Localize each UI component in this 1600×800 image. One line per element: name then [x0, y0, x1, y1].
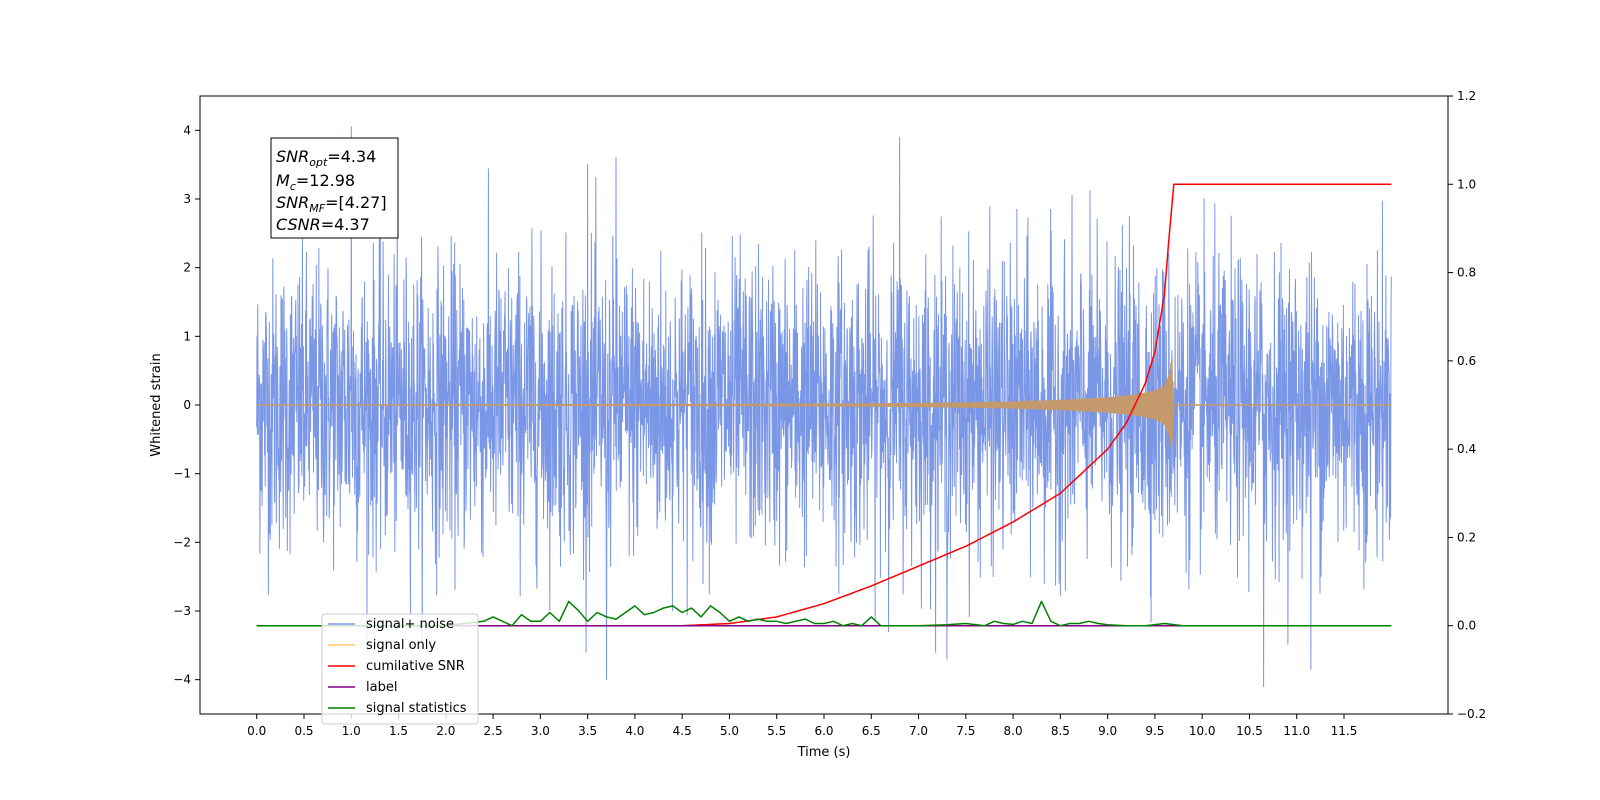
x-tick-label: 5.5 [767, 724, 786, 738]
y2-tick-label: 0.4 [1457, 442, 1476, 456]
x-tick-label: 3.0 [531, 724, 550, 738]
y-tick-label: 0 [183, 398, 191, 412]
stats-annotation-box: SNRopt=4.34 Mc=12.98 SNRMF=[4.27] CSNR=4… [270, 137, 399, 239]
y-tick-label: 3 [183, 192, 191, 206]
x-tick-label: 0.0 [247, 724, 266, 738]
x-axis: 0.0 0.5 1.0 1.5 2.0 2.5 3.0 3.5 4.0 4.5 5.0 5.5 6.0 6… [247, 714, 1357, 738]
x-tick-label: 0.5 [294, 724, 313, 738]
x-tick-label: 6.5 [862, 724, 881, 738]
x-tick-label: 9.0 [1098, 724, 1117, 738]
y-tick-label: 4 [183, 123, 191, 137]
y-tick-label: 2 [183, 261, 191, 275]
annotation-csnr: CSNR=4.37 [276, 215, 370, 234]
legend-label: label [366, 680, 397, 695]
legend-label: signal only [366, 638, 436, 653]
y-tick-label: −3 [173, 604, 191, 618]
annotation-mc: Mc=12.98 [276, 171, 355, 193]
x-tick-label: 4.5 [673, 724, 692, 738]
x-tick-label: 8.0 [1004, 724, 1023, 738]
x-tick-label: 2.5 [484, 724, 503, 738]
x-tick-label: 1.5 [389, 724, 408, 738]
x-axis-label: Time (s) [797, 745, 851, 760]
series-signal-only [256, 357, 1392, 450]
y2-tick-label: 1.0 [1457, 177, 1476, 191]
y2-tick-label: 0.2 [1457, 530, 1476, 544]
x-tick-label: 2.0 [436, 724, 455, 738]
series-signal-statistics [256, 600, 1392, 627]
x-tick-label: 10.0 [1189, 724, 1216, 738]
y2-tick-label: 1.2 [1457, 89, 1476, 103]
y-axis-label: Whitened strain [149, 353, 164, 456]
x-tick-label: 6.0 [814, 724, 833, 738]
x-tick-label: 8.5 [1051, 724, 1070, 738]
legend-label: cumilative SNR [366, 659, 465, 674]
x-tick-label: 1.0 [342, 724, 361, 738]
x-tick-label: 10.5 [1236, 724, 1263, 738]
annotation-snr-mf: SNRMF=[4.27] [276, 193, 387, 215]
y-tick-label: −2 [173, 535, 191, 549]
x-tick-label: 7.5 [956, 724, 975, 738]
y-axis: −4 −3 −2 −1 0 1 2 3 4 [173, 123, 200, 687]
series-signal-noise [256, 126, 1392, 687]
y2-tick-label: −0.2 [1457, 707, 1486, 721]
x-tick-label: 7.0 [909, 724, 928, 738]
legend-label: signal+ noise [366, 617, 454, 632]
y-tick-label: −1 [173, 467, 191, 481]
x-tick-label: 5.0 [720, 724, 739, 738]
y2-tick-label: 0.0 [1457, 619, 1476, 633]
y-tick-label: −4 [173, 673, 191, 687]
x-tick-label: 3.5 [578, 724, 597, 738]
y2-tick-label: 0.8 [1457, 266, 1476, 280]
annotation-frame [270, 137, 399, 239]
y2-axis: −0.2 0.0 0.2 0.4 0.6 0.8 1.0 1.2 [1448, 89, 1486, 721]
x-tick-label: 4.0 [625, 724, 644, 738]
legend: signal+ noise signal only cumilative SNR la… [321, 613, 479, 725]
x-tick-label: 11.5 [1331, 724, 1358, 738]
y-tick-label: 1 [183, 329, 191, 343]
x-tick-label: 11.0 [1283, 724, 1310, 738]
annotation-snr-opt: SNRopt=4.34 [276, 147, 376, 169]
legend-frame [321, 613, 479, 725]
y2-tick-label: 0.6 [1457, 354, 1476, 368]
legend-label: signal statistics [366, 701, 467, 716]
x-tick-label: 9.5 [1145, 724, 1164, 738]
